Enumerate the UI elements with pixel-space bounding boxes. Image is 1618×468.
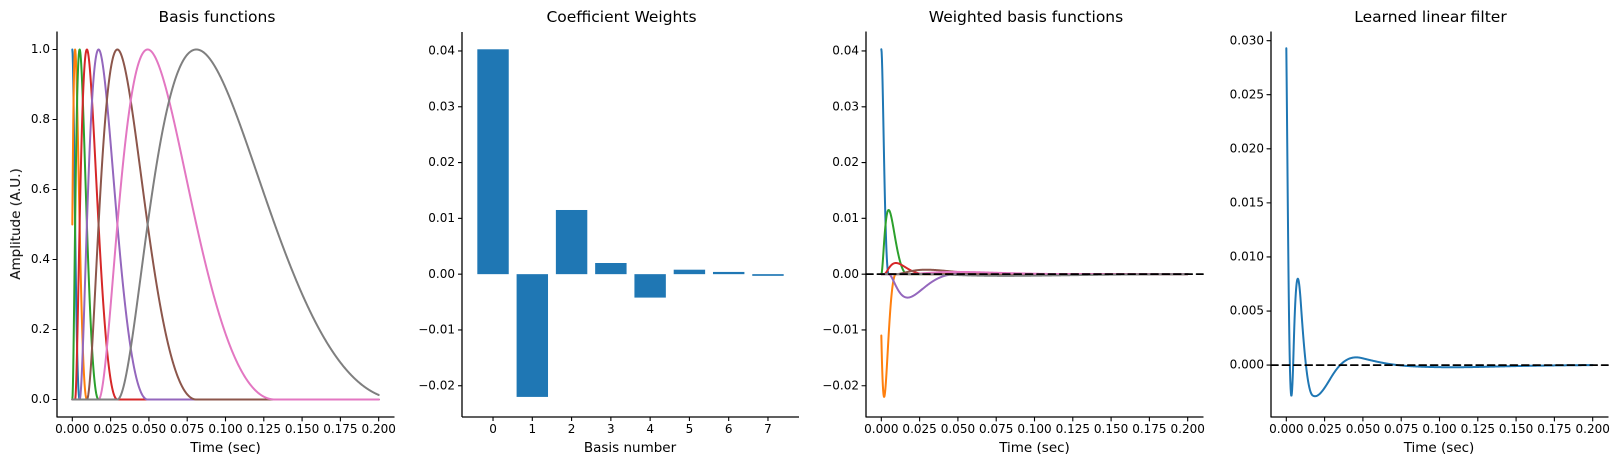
weighted-basis-functions-chart-canvas bbox=[809, 0, 1214, 468]
basis-functions-chart-canvas bbox=[0, 0, 405, 468]
x-axis-label: Time (sec) bbox=[190, 440, 261, 456]
x-axis-label: Time (sec) bbox=[1403, 440, 1475, 456]
panel-title: Basis functions bbox=[158, 8, 276, 26]
panel-weighted-basis-functions: Weighted basis functions Time (sec) bbox=[809, 0, 1214, 468]
panel-title: Coefficient Weights bbox=[546, 8, 697, 26]
y-axis-label: Amplitude (A.U.) bbox=[8, 168, 24, 280]
learned-linear-filter-chart-canvas bbox=[1213, 0, 1618, 468]
panel-basis-functions: Basis functions Amplitude (A.U.) Time (s… bbox=[0, 0, 405, 468]
panel-title: Weighted basis functions bbox=[928, 8, 1124, 26]
panel-coefficient-weights: Coefficient Weights Basis number bbox=[404, 0, 810, 468]
x-axis-label: Time (sec) bbox=[999, 440, 1070, 456]
coefficient-weights-chart-canvas bbox=[404, 0, 810, 468]
x-axis-label: Basis number bbox=[583, 440, 677, 456]
panel-title: Learned linear filter bbox=[1354, 8, 1507, 26]
panel-learned-linear-filter: Learned linear filter Time (sec) bbox=[1213, 0, 1618, 468]
